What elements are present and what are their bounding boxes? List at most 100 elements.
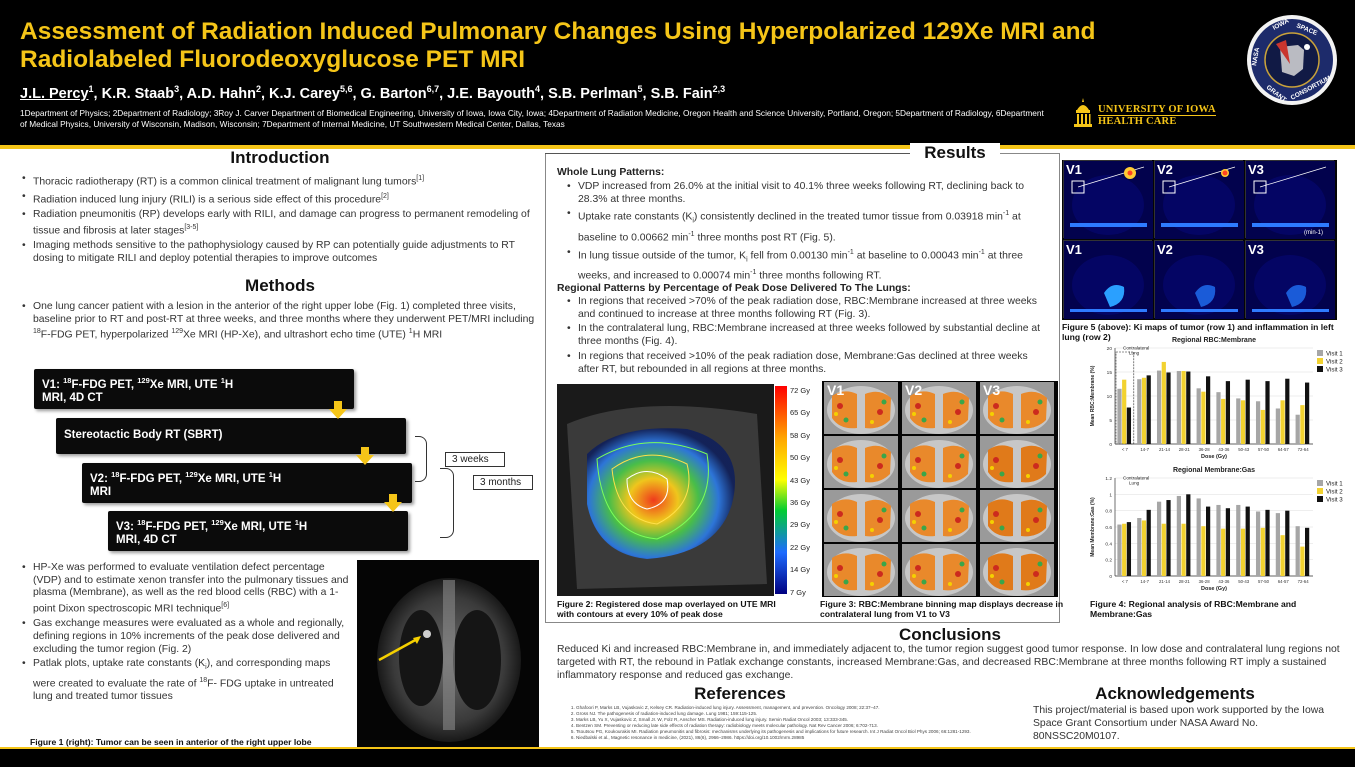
- chart-title: Regional RBC:Membrane: [1172, 337, 1256, 344]
- lung-slice-panel: [902, 436, 976, 488]
- fig5-panel-label: V2: [1157, 162, 1173, 177]
- bar: [1156, 501, 1162, 576]
- reference-item: Tsoutsou PG, Koukourakis MI. Radiation p…: [576, 729, 1017, 735]
- bar: [1285, 378, 1290, 444]
- bar: [1186, 494, 1191, 576]
- y-tick-label: 15: [1107, 370, 1113, 376]
- bar: [1141, 377, 1147, 444]
- whole-lung-bullet: VDP increased from 26.0% at the initial …: [565, 181, 1050, 206]
- bar: [1122, 523, 1127, 576]
- bar: [1236, 504, 1241, 576]
- bar: [1240, 528, 1246, 576]
- interval-bracket-months: [440, 468, 454, 538]
- methods-bullet: One lung cancer patient with a lesion in…: [20, 301, 540, 343]
- figure3-caption: Figure 3: RBC:Membrane binning map displ…: [820, 599, 1064, 619]
- university-of-iowa-logo: UNIVERSITY OF IOWA HEALTH CARE: [1072, 96, 1232, 132]
- legend-swatch: [1317, 488, 1323, 494]
- ki-map-panel: [1154, 240, 1244, 319]
- intro-bullet: Imaging methods sensitive to the pathoph…: [20, 240, 540, 265]
- x-tick-label: 50-43: [1238, 447, 1250, 452]
- methods-bullet: Gas exchange measures were evaluated as …: [20, 618, 352, 656]
- y-tick-label: 0.4: [1105, 541, 1112, 547]
- reference-item: Ghafoori P, Marks LB, Vujaskovic Z, Kels…: [576, 705, 1017, 711]
- regional-bullets: In regions that received >70% of the pea…: [565, 296, 1050, 378]
- bar: [1181, 523, 1186, 576]
- bar: [1305, 527, 1310, 576]
- iowa-space-grant-seal: IOWA SPACE GRANT CONSORTIUM NASA: [1247, 15, 1337, 105]
- bar: [1280, 535, 1285, 576]
- whole-lung-bullets: VDP increased from 26.0% at the initial …: [565, 181, 1050, 285]
- reference-item: Bentzen SM. Preventing or reducing late …: [576, 723, 1017, 729]
- bar: [1117, 388, 1122, 444]
- bar: [1161, 361, 1166, 444]
- dose-scale-label: 43 Gy: [790, 475, 811, 485]
- uiowa-line2: HEALTH CARE: [1098, 116, 1177, 127]
- bar: [1137, 379, 1142, 444]
- lung-slice-panel: [824, 382, 898, 434]
- figure4-caption: Figure 4: Regional analysis of RBC:Membr…: [1090, 599, 1297, 619]
- bar: [1245, 379, 1250, 444]
- figure2-caption: Figure 2: Registered dose map overlayed …: [557, 599, 776, 619]
- lung-slice-panel: [824, 544, 898, 596]
- dose-colorbar: [775, 386, 787, 594]
- lung-slice-panel: [824, 436, 898, 488]
- affiliations: 1Department of Physics; 2Department of R…: [20, 108, 1044, 129]
- legend-swatch: [1317, 366, 1323, 372]
- dose-scale-label: 14 Gy: [790, 565, 811, 575]
- fig5-panel-label: V3: [1248, 162, 1264, 177]
- author-list: J.L. Percy1, K.R. Staab3, A.D. Hahn2, K.…: [20, 84, 726, 102]
- dose-scale-label: 29 Gy: [790, 520, 811, 530]
- figure1-caption: Figure 1 (right): Tumor can be seen in a…: [30, 737, 312, 747]
- interval-label-weeks: 3 weeks: [445, 452, 505, 467]
- contralateral-label: Lung: [1129, 481, 1140, 486]
- results-title: Results: [910, 143, 1000, 163]
- seal-text-4: NASA: [1251, 47, 1261, 67]
- intro-bullet: Radiation induced lung injury (RILI) is …: [20, 191, 540, 207]
- bar: [1260, 527, 1265, 576]
- rbc-membrane-chart: Regional RBC:Membrane 0 5 10 15 20 < 7 14-7 21-1…: [1090, 337, 1343, 460]
- bar: [1285, 510, 1290, 576]
- bar: [1225, 508, 1231, 576]
- lung-slice-panel: [902, 544, 976, 596]
- bar: [1216, 504, 1221, 576]
- bar: [1265, 509, 1270, 576]
- whole-lung-bullet: In lung tissue outside of the tumor, Ki …: [565, 247, 1050, 283]
- intro-bullets: Thoracic radiotherapy (RT) is a common c…: [20, 173, 540, 268]
- x-tick-label: 57-50: [1258, 579, 1270, 584]
- bar: [1117, 524, 1122, 576]
- lung-slice-panel: [902, 490, 976, 542]
- y-tick-label: 0.2: [1105, 558, 1112, 564]
- x-tick-label: 36-28: [1199, 579, 1211, 584]
- contralateral-label: Contralateral: [1123, 476, 1149, 481]
- dose-scale-label: 65 Gy: [790, 408, 811, 418]
- ki-unit-label: (min-1): [1304, 230, 1323, 236]
- bar: [1260, 409, 1265, 444]
- interval-bracket-weeks: [415, 436, 427, 482]
- y-tick-label: 0: [1109, 442, 1112, 448]
- bar: [1176, 371, 1181, 444]
- y-axis-label: Mean Membrane:Gas (%): [1090, 497, 1096, 557]
- x-tick-label: 28-21: [1179, 447, 1191, 452]
- down-arrow-icon: [329, 401, 347, 419]
- flow-step-sbrt: Stereotactic Body RT (SBRT): [56, 418, 406, 454]
- x-axis-label: Dose (Gy): [1201, 586, 1227, 592]
- methods-bullets-2: HP-Xe was performed to evaluate ventilat…: [20, 562, 352, 706]
- references-title: References: [694, 684, 786, 703]
- bar: [1275, 408, 1280, 444]
- membrane-gas-chart: Regional Membrane:Gas 0 0.2 0.4 0.6 0.8 1 1.2 < …: [1090, 467, 1343, 592]
- bar: [1221, 528, 1226, 576]
- dose-scale-label: 36 Gy: [790, 498, 811, 507]
- bar: [1186, 371, 1191, 444]
- dose-scale-label: 7 Gy: [790, 587, 806, 597]
- methods-bullets-1: One lung cancer patient with a lesion in…: [20, 301, 540, 345]
- reference-item[interactable]: Niedbalski et al., Magnetic resonance in…: [576, 735, 1017, 741]
- figure5-ki-maps: V1 V2 V3 V1 V2 V3 (min-1): [1062, 160, 1337, 320]
- x-tick-label: 21-14: [1159, 579, 1171, 584]
- bar: [1245, 506, 1250, 576]
- x-tick-label: 43-36: [1218, 579, 1230, 584]
- bar: [1146, 375, 1151, 444]
- lung-slice-panel: [980, 436, 1054, 488]
- author-name: K.R. Staab: [101, 85, 175, 102]
- x-tick-label: < 7: [1122, 579, 1129, 584]
- bar: [1201, 526, 1206, 576]
